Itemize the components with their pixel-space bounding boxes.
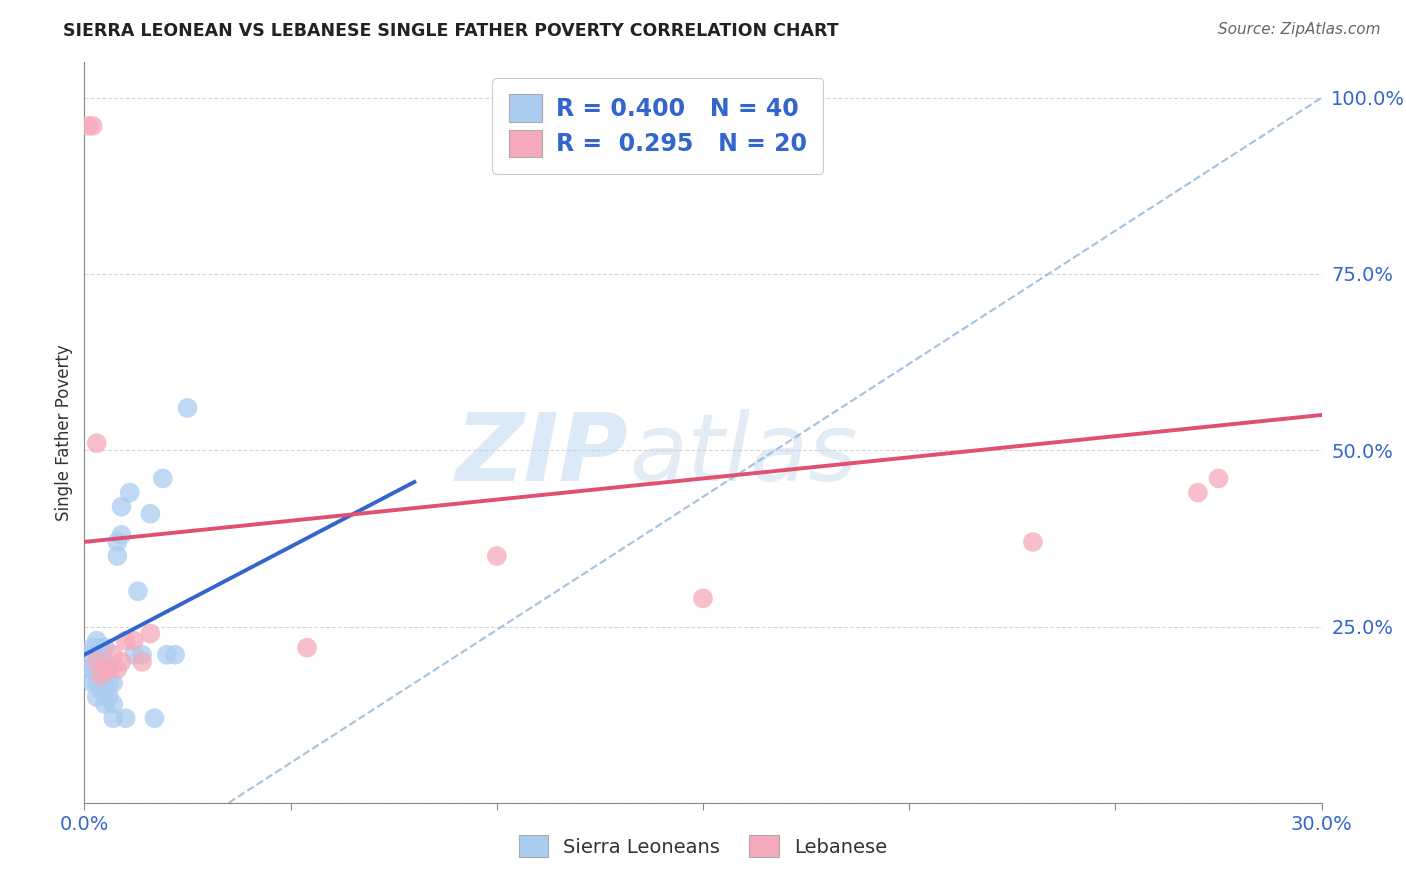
Point: [94, 640, 117, 655]
Point: [110, 528, 132, 542]
Point: [114, 633, 136, 648]
Point: [82, 640, 104, 655]
Point: [1022, 535, 1045, 549]
Point: [105, 535, 128, 549]
Point: [139, 507, 162, 521]
Point: [103, 648, 125, 662]
Text: SIERRA LEONEAN VS LEBANESE SINGLE FATHER POVERTY CORRELATION CHART: SIERRA LEONEAN VS LEBANESE SINGLE FATHER…: [63, 22, 839, 40]
Point: [122, 633, 145, 648]
Point: [82, 676, 104, 690]
Point: [127, 584, 149, 599]
Point: [86, 676, 108, 690]
Point: [86, 662, 108, 676]
Point: [131, 648, 153, 662]
Point: [176, 401, 198, 415]
Text: atlas: atlas: [628, 409, 858, 500]
Point: [114, 711, 136, 725]
Point: [86, 655, 108, 669]
Point: [90, 669, 112, 683]
Point: [94, 669, 117, 683]
Point: [110, 655, 132, 669]
Point: [86, 690, 108, 704]
Point: [86, 436, 108, 450]
Point: [156, 648, 179, 662]
Point: [77, 648, 100, 662]
Point: [98, 662, 121, 676]
Point: [94, 662, 117, 676]
Text: Source: ZipAtlas.com: Source: ZipAtlas.com: [1218, 22, 1381, 37]
Point: [98, 662, 121, 676]
Point: [90, 640, 112, 655]
Point: [118, 485, 141, 500]
Point: [165, 648, 187, 662]
Point: [94, 683, 117, 698]
Point: [143, 711, 166, 725]
Point: [82, 119, 104, 133]
Point: [110, 500, 132, 514]
Point: [1208, 471, 1230, 485]
Point: [139, 626, 162, 640]
Point: [295, 640, 318, 655]
Point: [94, 697, 117, 711]
Point: [77, 662, 100, 676]
Point: [86, 633, 108, 648]
Point: [98, 676, 121, 690]
Point: [131, 655, 153, 669]
Point: [103, 697, 125, 711]
Point: [77, 119, 100, 133]
Point: [90, 683, 112, 698]
Point: [98, 690, 121, 704]
Point: [1187, 485, 1209, 500]
Point: [105, 662, 128, 676]
Point: [82, 662, 104, 676]
Point: [122, 648, 145, 662]
Point: [94, 655, 117, 669]
Point: [86, 648, 108, 662]
Point: [90, 669, 112, 683]
Point: [152, 471, 174, 485]
Point: [692, 591, 714, 606]
Point: [103, 711, 125, 725]
Legend: Sierra Leoneans, Lebanese: Sierra Leoneans, Lebanese: [509, 825, 897, 867]
Point: [105, 549, 128, 563]
Text: ZIP: ZIP: [456, 409, 628, 500]
Point: [485, 549, 508, 563]
Point: [90, 655, 112, 669]
Y-axis label: Single Father Poverty: Single Father Poverty: [55, 344, 73, 521]
Point: [103, 676, 125, 690]
